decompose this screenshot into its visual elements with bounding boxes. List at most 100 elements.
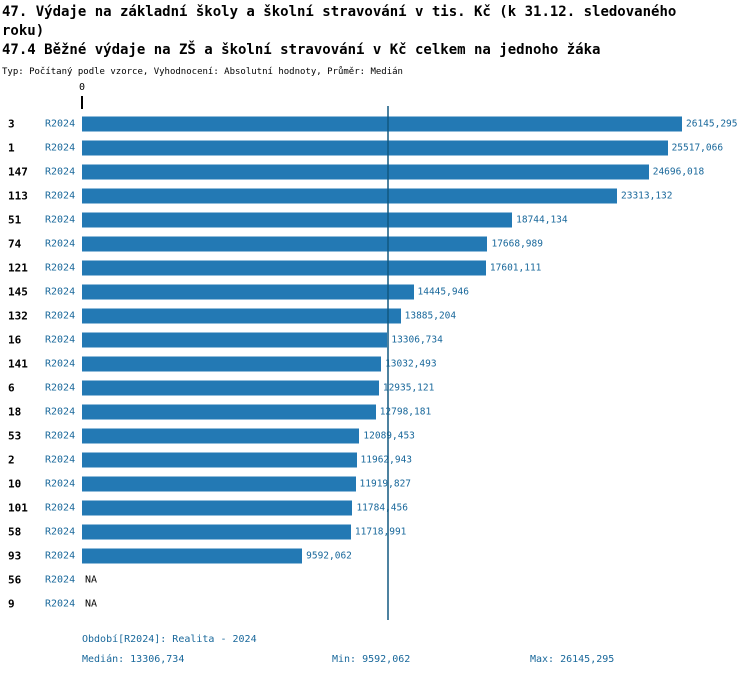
row-period-label: R2024 [45,286,76,298]
bar-value-label: 18744,134 [516,214,568,226]
bar-row: 51 R2024 18744,134 [0,208,750,232]
footer-period: Období[R2024]: Realita - 2024 [82,634,257,645]
row-period-label: R2024 [45,478,76,490]
row-period-label: R2024 [45,190,76,202]
bar [82,332,388,348]
bar-row: 9 R2024 NA [0,592,750,616]
bar-value-label: 9592,062 [306,550,352,562]
bar-row: 2 R2024 11962,943 [0,448,750,472]
bar-value-label: 26145,295 [686,118,738,130]
bar-row: 58 R2024 11718,991 [0,520,750,544]
bar [82,212,513,228]
bar-value-label: 12935,121 [382,382,435,394]
bar-row: 141 R2024 13032,493 [0,352,750,376]
bar [82,404,376,420]
bar-value-label: 11784,456 [356,502,408,514]
row-period-label: R2024 [45,238,76,250]
bar-value-label: 11919,827 [359,478,412,490]
bar [82,524,351,540]
bar [82,236,488,252]
row-period-label: R2024 [45,262,76,274]
bar-value-label: 12798,181 [379,406,432,418]
bar-value-label: 17601,111 [489,262,542,274]
row-period-label: R2024 [45,118,76,130]
x-axis-zero-label: 0 [78,82,86,93]
report-title: 47. Výdaje na základní školy a školní st… [2,4,677,39]
chart-header: 47. Výdaje na základní školy a školní st… [2,3,748,77]
row-id-label: 101 [8,501,28,515]
bar-value-label: 11962,943 [360,454,413,466]
footer-max: Max: 26145,295 [530,654,615,665]
bar-row: 121 R2024 17601,111 [0,256,750,280]
bar [82,308,401,324]
bar [82,452,357,468]
bar-row: 18 R2024 12798,181 [0,400,750,424]
row-period-label: R2024 [45,166,76,178]
row-period-label: R2024 [45,406,76,418]
bar-row: 53R202412089,453 [0,424,750,448]
row-period-label: R2024 [45,574,76,586]
row-id-label: 113 [8,189,28,203]
row-id-label: 9 [8,597,15,611]
row-id-label: 51 [8,213,22,227]
row-period-label: R2024 [45,382,76,394]
row-id-label: 10 [8,477,22,491]
row-period-label: R2024 [45,310,76,322]
indicator-title: 47.4 Běžné výdaje na ZŠ a školní stravov… [2,42,601,58]
bar-value-label: 14445,946 [417,286,469,298]
row-id-label: 121 [8,261,28,275]
bar-row: 16 R2024 13306,734 [0,328,750,352]
chart-meta: Typ: Počítaný podle vzorce, Vyhodnocení:… [2,67,403,77]
row-id-label: 6 [8,381,15,395]
bar [82,116,682,132]
bar-value-label: 13885,204 [404,310,457,322]
na-label: NA [85,574,98,586]
bar-chart: 3 R2024 26145,295 1 R2024 25517,066 147 R2024 24… [0,112,750,616]
bar-value-label: 24696,018 [652,166,705,178]
row-id-label: 145 [8,285,28,299]
row-id-label: 93 [8,549,22,563]
bar-row: 101 R2024 11784,456 [0,496,750,520]
bar-row: 145 R2024 14445,946 [0,280,750,304]
bar [82,356,382,372]
row-period-label: R2024 [45,454,76,466]
row-id-label: 147 [8,165,28,179]
bar [82,428,360,444]
bar-row: 3 R2024 26145,295 [0,112,750,136]
row-id-label: 1 [8,141,15,155]
row-period-label: R2024 [45,214,76,226]
bar-row: 93 R2024 9592,062 [0,544,750,568]
bar-value-label: 11718,991 [354,526,407,538]
bar-row: 56 R2024 NA [0,568,750,592]
bar [82,164,649,180]
row-id-label: 74 [8,237,22,251]
bar-value-label: 13306,734 [391,334,443,346]
bar-row: 147 R2024 24696,018 [0,160,750,184]
footer-median: Medián: 13306,734 [82,654,185,665]
bar [82,140,668,156]
median-line [387,106,390,620]
row-period-label: R2024 [45,526,76,538]
row-period-label: R2024 [45,598,76,610]
bar-row: 74 R2024 17668,989 [0,232,750,256]
row-period-label: R2024 [45,334,76,346]
row-period-label: R2024 [45,142,76,154]
row-period-label: R2024 [45,358,76,370]
bar [82,188,617,204]
row-id-label: 132 [8,309,28,323]
bar [82,500,353,516]
bar [82,476,356,492]
bar-value-label: 25517,066 [671,142,724,154]
bar-row: 113 R2024 23313,132 [0,184,750,208]
bar-value-label: 17668,989 [491,238,543,250]
bar [82,284,414,300]
row-id-label: 16 [8,333,22,347]
x-axis-tick [81,96,83,109]
row-id-label: 56 [8,573,22,587]
row-id-label: 58 [8,525,22,539]
bar [82,260,486,276]
na-label: NA [85,598,98,610]
row-id-label: 141 [8,357,28,371]
row-period-label: R2024 [45,502,76,514]
